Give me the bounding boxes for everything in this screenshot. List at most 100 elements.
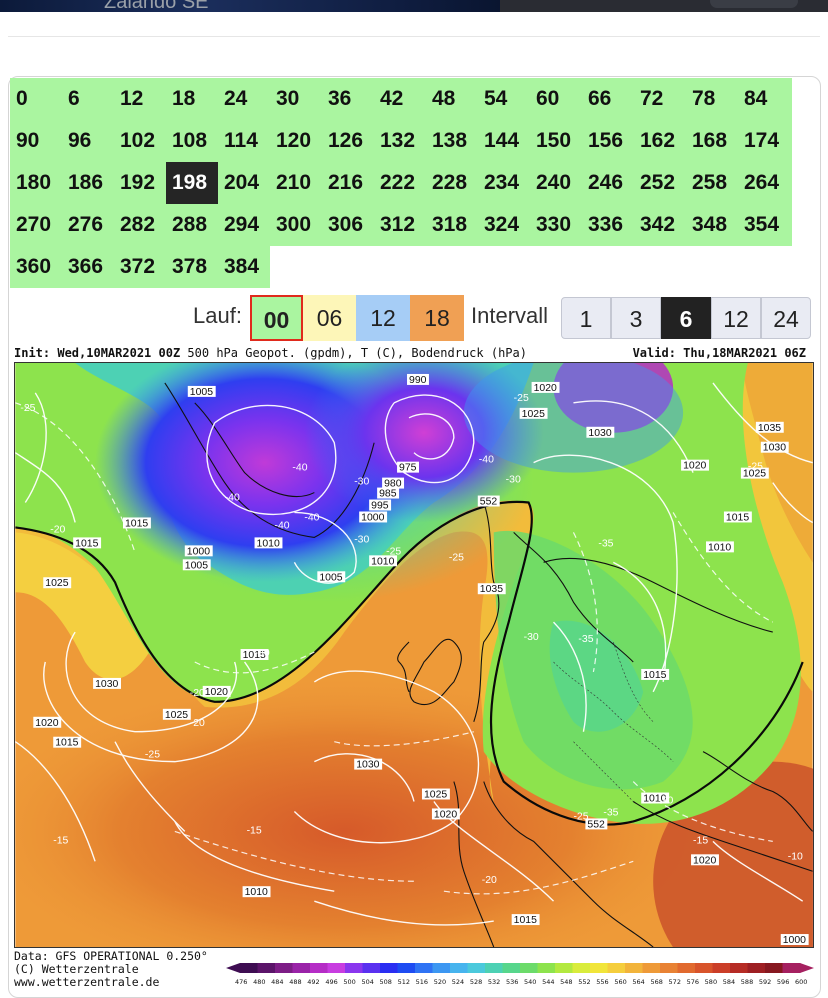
forecast-step-312[interactable]: 312 (374, 204, 426, 246)
lauf-option-12[interactable]: 12 (356, 295, 410, 341)
scale-swatch (572, 963, 591, 973)
forecast-step-12[interactable]: 12 (114, 78, 166, 120)
forecast-step-72[interactable]: 72 (634, 78, 686, 120)
forecast-step-102[interactable]: 102 (114, 120, 166, 162)
forecast-step-276[interactable]: 276 (62, 204, 114, 246)
forecast-step-144[interactable]: 144 (478, 120, 530, 162)
pressure-label-bg (184, 545, 213, 557)
forecast-step-192[interactable]: 192 (114, 162, 166, 204)
forecast-step-6[interactable]: 6 (62, 78, 114, 120)
forecast-step-150[interactable]: 150 (530, 120, 582, 162)
forecast-step-0[interactable]: 0 (10, 78, 62, 120)
forecast-step-234[interactable]: 234 (478, 162, 530, 204)
forecast-step-174[interactable]: 174 (738, 120, 792, 162)
forecast-step-366[interactable]: 366 (62, 246, 114, 288)
intervall-option-12[interactable]: 12 (711, 297, 761, 339)
forecast-step-78[interactable]: 78 (686, 78, 738, 120)
forecast-step-84[interactable]: 84 (738, 78, 792, 120)
forecast-step-66[interactable]: 66 (582, 78, 634, 120)
forecast-step-138[interactable]: 138 (426, 120, 478, 162)
forecast-step-222[interactable]: 222 (374, 162, 426, 204)
forecast-step-132[interactable]: 132 (374, 120, 426, 162)
forecast-step-252[interactable]: 252 (634, 162, 686, 204)
forecast-step-60[interactable]: 60 (530, 78, 582, 120)
forecast-step-120[interactable]: 120 (270, 120, 322, 162)
forecast-step-258[interactable]: 258 (686, 162, 738, 204)
forecast-step-18[interactable]: 18 (166, 78, 218, 120)
pressure-label-bg (359, 511, 388, 523)
temperature-label: -35 (603, 807, 618, 818)
forecast-step-96[interactable]: 96 (62, 120, 114, 162)
scale-swatch (432, 963, 451, 973)
forecast-step-246[interactable]: 246 (582, 162, 634, 204)
forecast-step-168[interactable]: 168 (686, 120, 738, 162)
banner-button[interactable] (710, 0, 798, 8)
forecast-step-54[interactable]: 54 (478, 78, 530, 120)
temperature-label: -15 (693, 835, 708, 846)
forecast-step-198[interactable]: 198 (166, 162, 218, 204)
forecast-step-282[interactable]: 282 (114, 204, 166, 246)
intervall-option-3[interactable]: 3 (611, 297, 661, 339)
pressure-label-bg (53, 736, 82, 748)
forecast-step-264[interactable]: 264 (738, 162, 792, 204)
pressure-label-bg (407, 373, 429, 385)
forecast-step-336[interactable]: 336 (582, 204, 634, 246)
pressure-label: 1015 (643, 670, 666, 681)
forecast-step-384[interactable]: 384 (218, 246, 270, 288)
lauf-option-00[interactable]: 00 (250, 295, 303, 341)
temperature-label: -40 (274, 520, 289, 531)
forecast-step-42[interactable]: 42 (374, 78, 426, 120)
forecast-step-48[interactable]: 48 (426, 78, 478, 120)
forecast-step-156[interactable]: 156 (582, 120, 634, 162)
pressure-label: 1020 (693, 855, 716, 866)
scale-swatch (677, 963, 696, 973)
forecast-step-372[interactable]: 372 (114, 246, 166, 288)
lauf-option-18[interactable]: 18 (410, 295, 464, 341)
scale-swatch (537, 963, 556, 973)
pressure-label: 1015 (75, 538, 98, 549)
forecast-step-210[interactable]: 210 (270, 162, 322, 204)
forecast-step-294[interactable]: 294 (218, 204, 270, 246)
forecast-step-354[interactable]: 354 (738, 204, 792, 246)
forecast-step-126[interactable]: 126 (322, 120, 374, 162)
forecast-step-324[interactable]: 324 (478, 204, 530, 246)
pressure-label-bg (681, 459, 709, 471)
forecast-step-204[interactable]: 204 (218, 162, 270, 204)
forecast-step-270[interactable]: 270 (10, 204, 62, 246)
intervall-option-1[interactable]: 1 (561, 297, 611, 339)
forecast-step-300[interactable]: 300 (270, 204, 322, 246)
forecast-step-114[interactable]: 114 (218, 120, 270, 162)
forecast-step-318[interactable]: 318 (426, 204, 478, 246)
forecast-step-378[interactable]: 378 (166, 246, 218, 288)
forecast-step-186[interactable]: 186 (62, 162, 114, 204)
forecast-step-108[interactable]: 108 (166, 120, 218, 162)
pressure-label: 1030 (588, 428, 611, 439)
temperature-label: -20 (50, 524, 65, 535)
forecast-step-228[interactable]: 228 (426, 162, 478, 204)
forecast-step-30[interactable]: 30 (270, 78, 322, 120)
forecast-step-306[interactable]: 306 (322, 204, 374, 246)
intervall-option-24[interactable]: 24 (761, 297, 811, 339)
forecast-step-348[interactable]: 348 (686, 204, 738, 246)
forecast-step-240[interactable]: 240 (530, 162, 582, 204)
forecast-step-90[interactable]: 90 (10, 120, 62, 162)
scale-swatch (485, 963, 503, 973)
pressure-label-bg (691, 854, 719, 866)
forecast-step-330[interactable]: 330 (530, 204, 582, 246)
forecast-step-216[interactable]: 216 (322, 162, 374, 204)
forecast-step-288[interactable]: 288 (166, 204, 218, 246)
pressure-label-bg (369, 499, 392, 511)
forecast-step-342[interactable]: 342 (634, 204, 686, 246)
scale-value: 564 (632, 978, 644, 986)
forecast-step-24[interactable]: 24 (218, 78, 270, 120)
forecast-step-360[interactable]: 360 (10, 246, 62, 288)
pressure-label: 1010 (371, 556, 394, 567)
forecast-step-162[interactable]: 162 (634, 120, 686, 162)
forecast-step-36[interactable]: 36 (322, 78, 374, 120)
forecast-step-180[interactable]: 180 (10, 162, 62, 204)
lauf-option-06[interactable]: 06 (303, 295, 356, 341)
scale-value: 484 (271, 978, 283, 986)
scale-value: 544 (542, 978, 554, 986)
intervall-option-6[interactable]: 6 (661, 297, 711, 339)
